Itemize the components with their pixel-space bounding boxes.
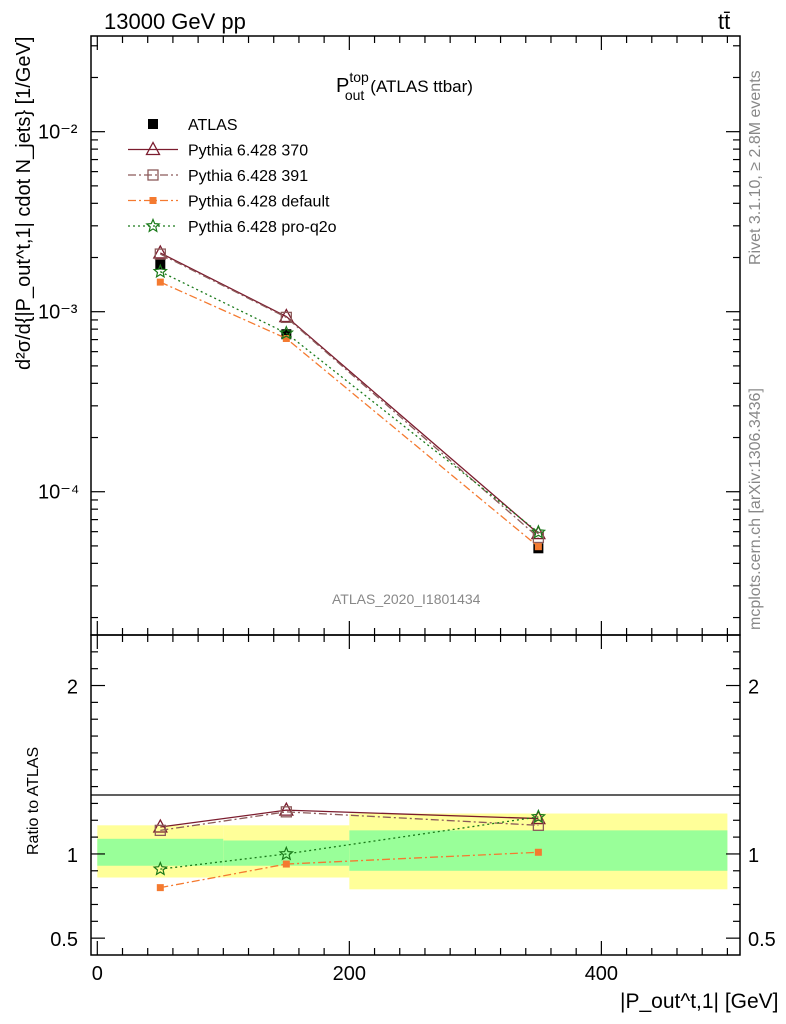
main-point-p391 <box>532 531 545 544</box>
legend-marker-p391 <box>147 169 159 181</box>
ratio-line-p370 <box>160 809 539 828</box>
main-line-pdefault <box>160 281 539 548</box>
x-tick-label: 0 <box>92 963 103 985</box>
legend-marker-atlas <box>148 119 158 129</box>
legend-marker-pdefault <box>149 197 157 204</box>
legend-label-pq2o: Pythia 6.428 pro-q2o <box>188 219 337 236</box>
main-point-pdefault <box>534 543 542 551</box>
main-y-tick-label: 10⁻³ <box>38 302 78 324</box>
ratio-y-tick-label-right: 1 <box>748 845 759 867</box>
ratio-point-pq2o <box>530 808 547 824</box>
main-point-atlas <box>281 329 292 340</box>
plot-title: Ptop out (ATLAS ttbar) <box>336 69 473 103</box>
main-point-p391 <box>280 311 292 324</box>
x-tick-labels: 0 200 400 <box>92 963 618 985</box>
main-point-pq2o <box>278 325 294 340</box>
main-point-p370 <box>152 244 168 259</box>
ratio-point-p391 <box>280 806 292 818</box>
main-point-pdefault <box>282 334 290 342</box>
ratio-y-axis-label: Ratio to ATLAS <box>25 747 42 855</box>
main-x-ticks <box>96 36 728 635</box>
ratio-point-p391 <box>154 824 166 837</box>
ratio-y-tick-label-left: 0.5 <box>50 929 78 951</box>
main-line-p391 <box>160 253 539 538</box>
main-y-tick-label: 10⁻⁴ <box>38 482 79 504</box>
main-y-axis-label: d²σ/d{|P_out^t,1| cdot N_jets} [1/GeV] <box>13 37 35 370</box>
ratio-bands <box>97 813 728 890</box>
main-line-p370 <box>160 252 539 535</box>
ratio-line-p391 <box>160 811 539 832</box>
x-tick-label: 400 <box>585 963 618 985</box>
ratio-point-pdefault <box>156 884 164 892</box>
main-point-p370 <box>278 308 294 323</box>
ratio-panel: 2 2 1 1 0.5 0.5 Ratio to ATLAS <box>25 634 776 956</box>
ratio-y-tick-label-right: 2 <box>748 677 759 699</box>
main-y-tick-label: 10⁻² <box>38 122 78 144</box>
main-point-p391 <box>154 248 166 260</box>
legend-label-p391: Pythia 6.428 391 <box>188 168 308 185</box>
x-tick-label: 200 <box>333 963 366 985</box>
ratio-x-ticks <box>96 635 728 955</box>
ratio-point-pdefault <box>282 860 290 868</box>
process-label: tt̄ <box>718 9 730 34</box>
ratio-y-ticks: 2 2 1 1 0.5 0.5 <box>50 651 776 951</box>
legend-marker-pq2o <box>145 217 161 233</box>
main-y-ticks: 10⁻² 10⁻³ 10⁻⁴ <box>38 45 740 619</box>
analysis-watermark: ATLAS_2020_I1801434 <box>332 591 481 607</box>
ratio-y-tick-label-right: 0.5 <box>748 929 776 951</box>
ratio-point-pq2o <box>152 861 168 876</box>
main-point-pdefault <box>156 278 164 286</box>
main-point-pq2o <box>530 524 547 539</box>
ratio-line-pq2o <box>160 816 539 870</box>
main-series <box>152 244 547 554</box>
main-panel: 10⁻² 10⁻³ 10⁻⁴ Ptop out (ATLAS ttbar) ATLAS_… <box>13 35 741 636</box>
ratio-y-tick-label-left: 1 <box>67 845 78 867</box>
ratio-point-pdefault <box>534 848 542 856</box>
rivet-label: Rivet 3.1.10, ≥ 2.8M events <box>747 70 764 265</box>
legend: ATLAS Pythia 6.428 370 Pythia 6.428 391 Pyt… <box>128 117 337 236</box>
energy-label: 13000 GeV pp <box>104 9 246 34</box>
main-line-pq2o <box>160 271 539 533</box>
legend-label-p370: Pythia 6.428 370 <box>188 143 308 160</box>
ratio-panel-frame <box>90 634 741 956</box>
legend-label-atlas: ATLAS <box>188 117 238 134</box>
ratio-series <box>152 801 547 892</box>
main-point-pq2o <box>152 263 168 279</box>
ratio-point-pq2o <box>278 845 294 861</box>
ratio-y-tick-label-left: 2 <box>67 677 78 699</box>
ratio-point-p370 <box>278 801 294 816</box>
legend-marker-p370 <box>145 141 161 156</box>
x-axis-label: |P_out^t,1| [GeV] <box>620 990 779 1013</box>
legend-label-pdefault: Pythia 6.428 default <box>188 194 330 211</box>
mcplots-label: mcplots.cern.ch [arXiv:1306.3436] <box>747 388 764 630</box>
